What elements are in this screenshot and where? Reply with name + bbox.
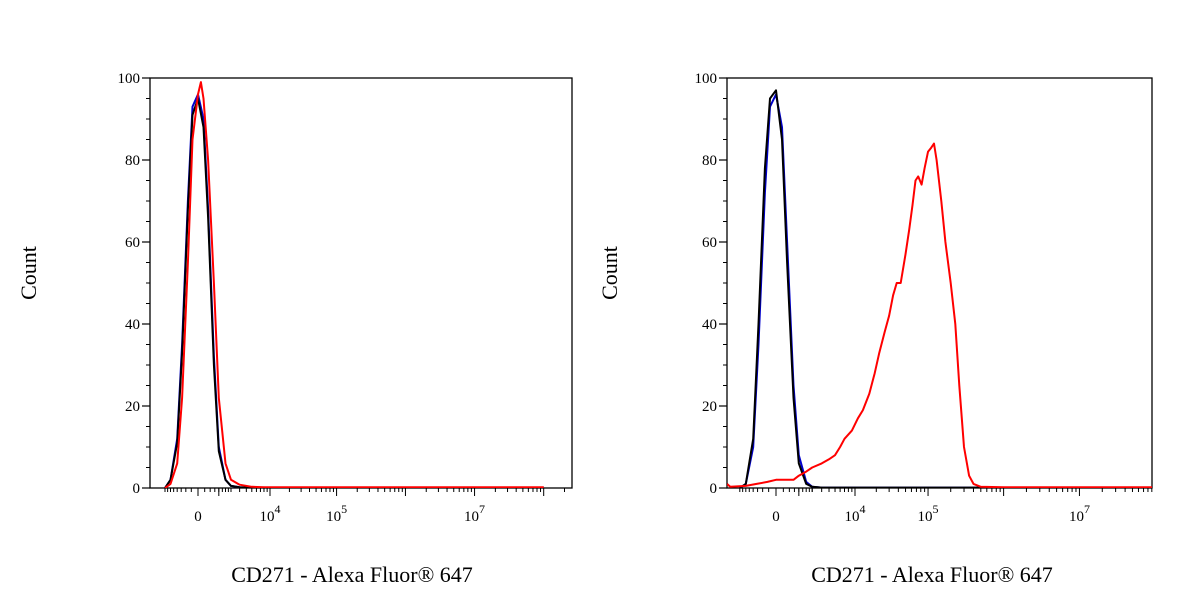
x-tick-label: 104 <box>260 502 281 525</box>
series-line-2 <box>164 97 544 488</box>
y-tick-label: 100 <box>118 71 141 87</box>
y-tick-label: 20 <box>702 399 717 415</box>
y-tick-label: 80 <box>125 153 140 169</box>
series-line-1 <box>739 93 1152 488</box>
x-tick-label: 104 <box>845 502 866 525</box>
x-tick-label: 0 <box>194 509 202 525</box>
y-tick-label: 20 <box>125 399 140 415</box>
series-line-3 <box>727 142 1152 488</box>
x-tick-label: 0 <box>772 509 780 525</box>
histogram-panel-1: 0 20 40 60 80 100 0 104 105 107 Count CD271 - Alexa… <box>16 71 573 587</box>
y-tick-label: 100 <box>695 71 718 87</box>
plot-frame <box>726 77 1153 489</box>
x-axis-title: CD271 - Alexa Fluor® 647 <box>811 562 1053 587</box>
y-axis-title: Count <box>16 246 41 300</box>
y-axis-title: Count <box>597 246 622 300</box>
x-tick-label: 105 <box>326 502 347 525</box>
histogram-panel-2: 0 20 40 60 80 100 0 104 105 107 Count CD271 - Alexa… <box>597 71 1153 587</box>
y-tick-label: 0 <box>710 481 718 497</box>
y-tick-label: 60 <box>125 235 140 251</box>
x-tick-label: 107 <box>464 502 485 525</box>
x-tick-label: 105 <box>918 502 939 525</box>
y-tick-label: 40 <box>125 317 140 333</box>
series-line-2 <box>739 89 1152 488</box>
y-tick-label: 80 <box>702 153 717 169</box>
y-tick-label: 40 <box>702 317 717 333</box>
x-axis-title: CD271 - Alexa Fluor® 647 <box>231 562 473 587</box>
x-tick-label: 107 <box>1069 502 1090 525</box>
series-line-3 <box>164 81 544 488</box>
y-tick-label: 0 <box>133 481 141 497</box>
y-tick-label: 60 <box>702 235 717 251</box>
